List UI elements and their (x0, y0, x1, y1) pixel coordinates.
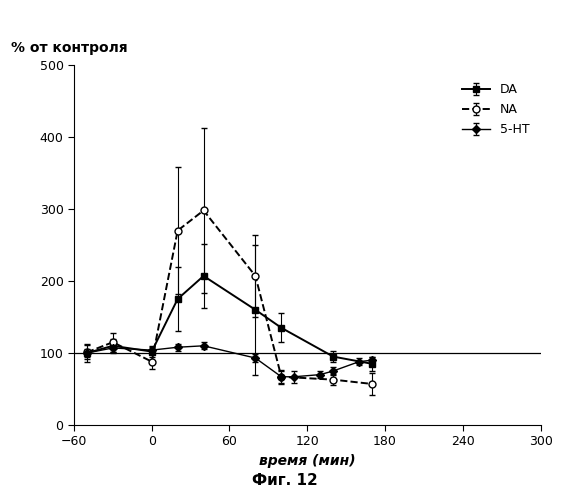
Text: Фиг. 12: Фиг. 12 (251, 473, 318, 488)
Text: % от контроля: % от контроля (11, 41, 128, 55)
X-axis label: время (мин): время (мин) (259, 454, 356, 468)
Legend: DA, NA, 5-HT: DA, NA, 5-HT (457, 78, 534, 141)
